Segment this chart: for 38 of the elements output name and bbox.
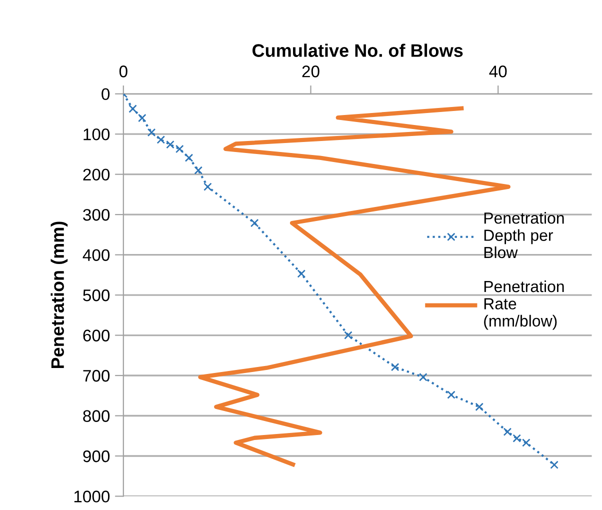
point [475,402,484,412]
point [503,428,512,436]
legend-label: Penetration Depth per Blow [484,212,564,258]
legend-label: Penetration Rate (mm/blow) [484,280,564,330]
point [390,362,400,372]
point [128,104,137,113]
y-tick-label: 900 [83,450,110,462]
y-tick-label: 300 [83,208,110,221]
y-tick-label: 400 [82,249,110,261]
point [175,144,184,154]
point [147,128,156,137]
point [512,434,521,442]
x-axis-title: Cumulative No. of Blows [252,44,463,57]
x-tick-label: 40 [489,66,507,78]
point [550,460,558,470]
point [204,182,212,191]
point [418,372,428,382]
point [447,390,456,399]
y-tick-label: 800 [83,410,110,422]
point [184,154,194,162]
y-tick-label: 500 [83,289,110,302]
y-tick-label: 100 [84,128,110,140]
point [166,140,174,149]
y-axis-title: Penetration (mm) [50,222,68,368]
point [344,331,352,340]
y-tick-label: 600 [83,330,110,342]
point [194,166,203,174]
x-tick-label: 0 [119,66,128,78]
point [297,270,306,278]
point [522,438,530,447]
point [138,114,146,122]
y-tick-label: 200 [83,168,110,181]
y-tick-label: 0 [102,88,110,100]
x-tick-label: 20 [302,66,320,78]
y-tick-label: 1000 [74,490,110,502]
y-tick-label: 700 [83,370,110,382]
point [156,136,166,144]
point [250,218,259,228]
